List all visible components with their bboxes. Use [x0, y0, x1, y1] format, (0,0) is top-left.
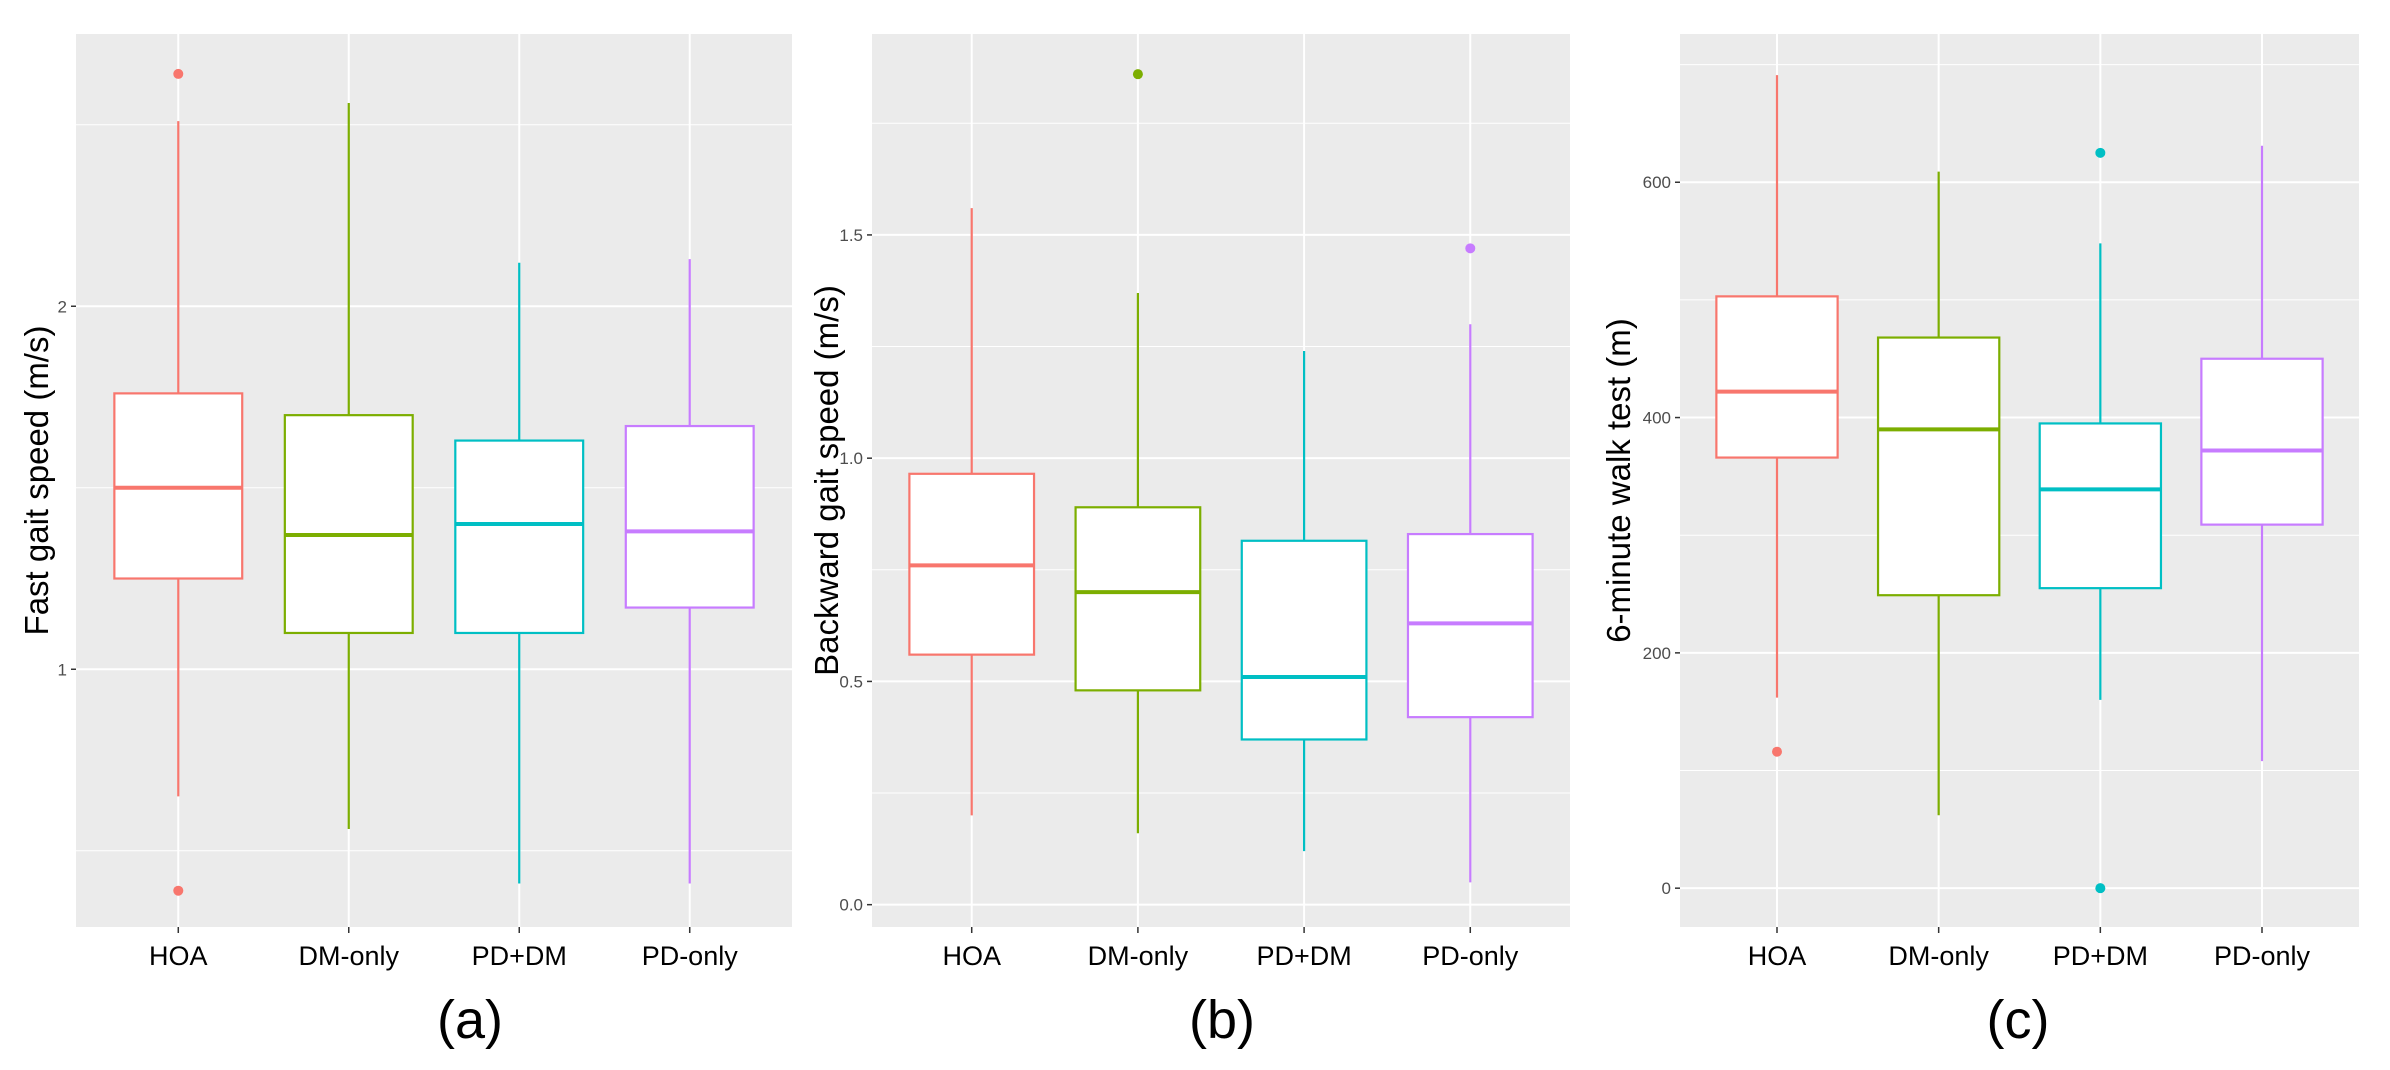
x-category-label: PD-only: [642, 941, 739, 971]
x-category-label: PD-only: [2214, 941, 2311, 971]
box-dm-only: [283, 102, 414, 829]
panel-c: 0 200 400 600 HOA DM-only PD+DM PD-only 6-minute…: [1600, 34, 2359, 1050]
y-axis-title: Fast gait speed (m/s): [18, 326, 55, 636]
iqr-box: [2200, 357, 2324, 526]
box-dm-only: [1876, 171, 2001, 816]
box-hoa: [1715, 75, 1839, 757]
iqr-box: [1240, 539, 1368, 741]
y-tick-label: 200: [1643, 644, 1671, 663]
panel-label: (a): [437, 990, 503, 1050]
x-category-label: DM-only: [299, 941, 400, 971]
iqr-box: [1876, 336, 2001, 597]
y-tick-label: 0.0: [839, 896, 863, 915]
box-pd-only: [1406, 243, 1534, 883]
outlier-point: [1772, 746, 1782, 757]
y-tick-label: 0.5: [839, 672, 863, 691]
y-axis-title: Backward gait speed (m/s): [808, 285, 845, 676]
iqr-box: [283, 414, 414, 635]
x-category-label: HOA: [942, 941, 1001, 971]
panel-a: 1 2 HOA DM-only PD+DM PD-only Fast gait speed …: [18, 34, 792, 1050]
panel-b: 0.0 0.5 1.0 1.5 HOA DM-only PD+DM PD-only Backwa…: [808, 34, 1570, 1050]
box-hoa: [908, 208, 1036, 816]
y-tick-label: 1.0: [839, 449, 863, 468]
box-pd-only: [624, 259, 755, 884]
outlier-point: [2095, 883, 2106, 894]
y-axis-title: 6-minute walk test (m): [1600, 318, 1637, 643]
outlier-point: [173, 68, 184, 79]
outlier-point: [2095, 147, 2106, 158]
box-dm-only: [1074, 69, 1202, 834]
box-pd-only: [2200, 145, 2324, 762]
panel-label: (c): [1987, 990, 2050, 1050]
iqr-box: [1715, 295, 1839, 459]
x-category-label: PD-only: [1422, 941, 1519, 971]
x-category-label: HOA: [149, 941, 208, 971]
outlier-point: [1465, 243, 1476, 254]
iqr-box: [1074, 506, 1202, 692]
panel-label: (b): [1189, 990, 1255, 1050]
y-tick-label: 0: [1662, 879, 1671, 898]
x-category-label: PD+DM: [1256, 941, 1351, 971]
x-category-label: DM-only: [1088, 941, 1189, 971]
y-tick-label: 1.5: [839, 226, 863, 245]
y-tick-label: 400: [1643, 409, 1671, 428]
box-pd-dm: [1240, 351, 1368, 852]
y-tick-label: 600: [1643, 173, 1671, 192]
iqr-box: [624, 424, 755, 609]
box-pd-dm: [2038, 147, 2163, 894]
outlier-point: [173, 885, 184, 896]
iqr-box: [1406, 532, 1534, 719]
x-category-label: HOA: [1748, 941, 1807, 971]
iqr-box: [2038, 422, 2163, 590]
x-category-label: PD+DM: [2053, 941, 2148, 971]
outlier-point: [1132, 69, 1143, 80]
box-pd-dm: [454, 262, 585, 884]
x-category-label: DM-only: [1888, 941, 1989, 971]
box-hoa: [113, 68, 244, 896]
iqr-box: [454, 439, 585, 635]
y-tick-label: 1: [58, 660, 67, 679]
y-tick-label: 2: [58, 297, 67, 316]
x-category-label: PD+DM: [472, 941, 567, 971]
